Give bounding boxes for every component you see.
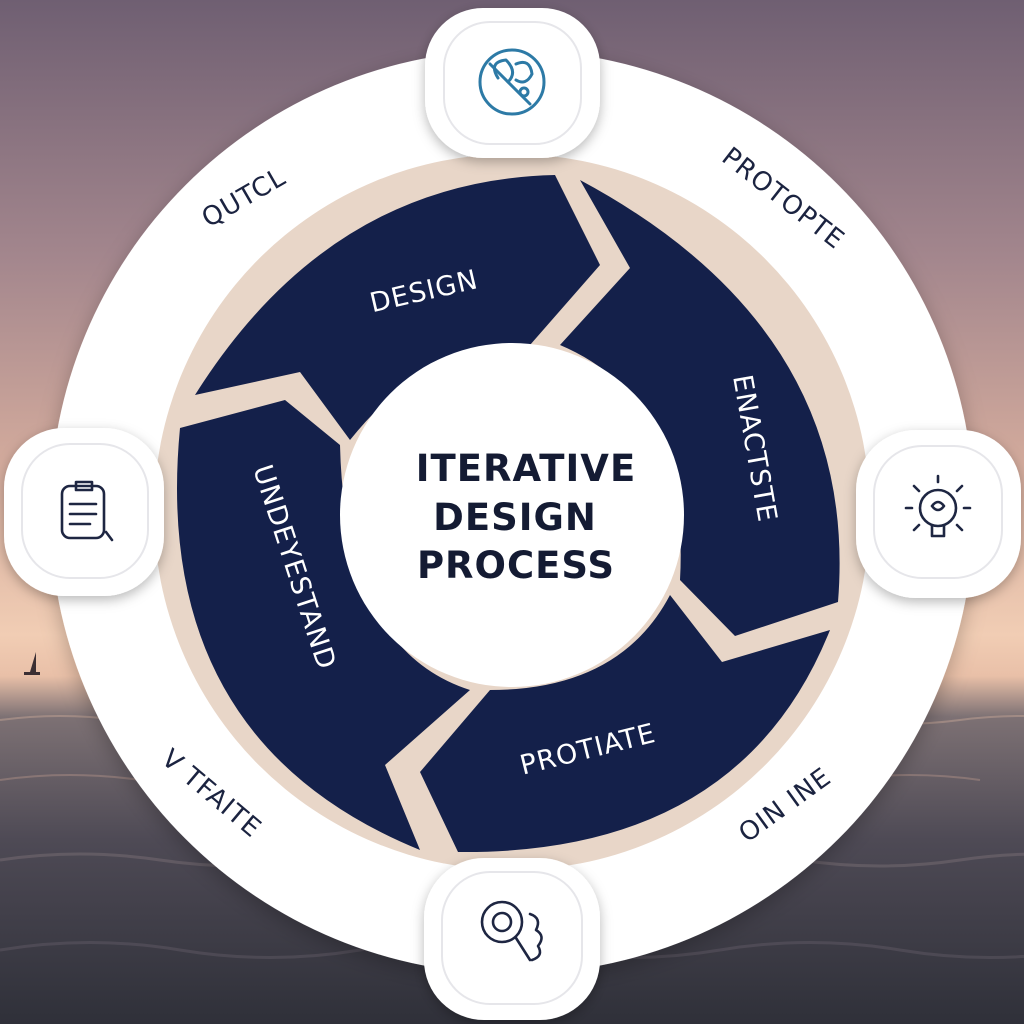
cycle-segments (177, 175, 840, 853)
gear-tools-icon (478, 48, 546, 116)
segment-design (195, 175, 600, 440)
sailboat (24, 652, 40, 675)
node-right[interactable] (856, 430, 1021, 598)
node-left[interactable] (4, 428, 164, 596)
node-top[interactable] (425, 8, 600, 158)
lightbulb-icon (904, 474, 972, 538)
center-title-line2: DESIGN (433, 496, 597, 539)
segment-understand (177, 400, 470, 850)
center-title-line3: PROCESS (417, 544, 615, 587)
segment-protiate (420, 595, 830, 853)
center-circle (340, 343, 684, 687)
magnifier-icon (480, 900, 543, 962)
segment-enact (560, 180, 840, 636)
center-title-line1: ITERATIVE (416, 447, 636, 490)
clipboard-icon (60, 480, 114, 542)
